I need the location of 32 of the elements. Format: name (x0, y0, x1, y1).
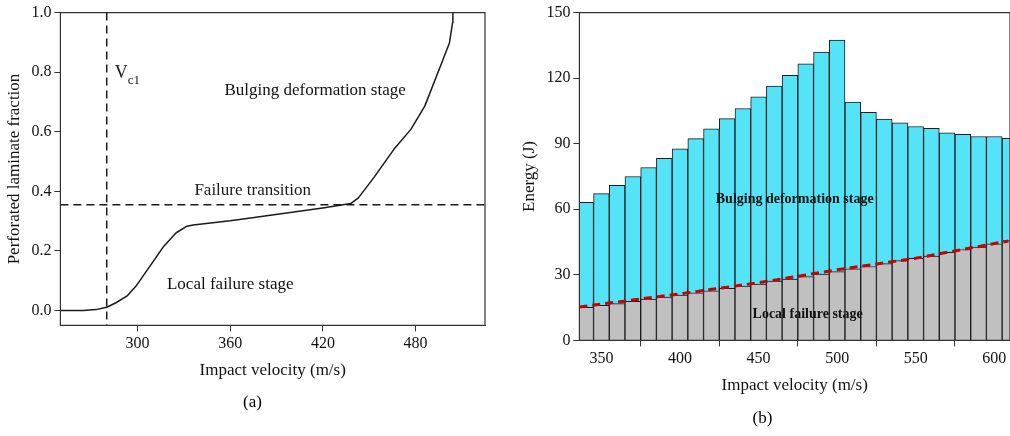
y-tick-label: 90 (554, 133, 571, 151)
x-tick-label: 550 (903, 349, 928, 367)
x-tick-label: 500 (825, 349, 850, 367)
x-tick-label: 600 (982, 349, 1007, 367)
x-axis-title: Impact velocity (m/s) (721, 375, 868, 395)
y-tick-label: 150 (546, 2, 571, 20)
x-tick-label: 300 (125, 334, 150, 352)
y-axis-title: Energy (J) (518, 141, 538, 212)
y-tick-label: 0 (562, 330, 571, 348)
x-tick-label: 350 (589, 349, 614, 367)
x-tick-label: 450 (746, 349, 771, 367)
line-series (579, 239, 1010, 309)
y-tick-label: 0.6 (31, 121, 52, 139)
y-tick-label: 120 (546, 68, 571, 86)
y-tick-label: 0.4 (31, 181, 52, 199)
y-axis-title: Perforated laminate fraction (3, 73, 23, 265)
y-tick-label: 0.2 (31, 241, 52, 259)
y-tick-label: 0.0 (31, 300, 52, 318)
annotation: Bulging deformation stage (224, 80, 406, 100)
x-tick-label: 360 (218, 334, 243, 352)
ref-line-label: Failure transition (194, 179, 312, 199)
x-tick-label: 420 (310, 334, 335, 352)
y-tick-label: 30 (554, 265, 571, 283)
text: (b) (751, 408, 774, 428)
x-tick-label: 400 (667, 349, 692, 367)
y-tick-label: 0.8 (31, 62, 52, 80)
text: (a) (242, 392, 263, 412)
x-tick-label: 480 (403, 334, 428, 352)
y-tick-label: 60 (554, 199, 571, 217)
annotation: Local failure stage (166, 274, 294, 294)
x-axis-title: Impact velocity (m/s) (199, 360, 346, 380)
y-tick-label: 1.0 (31, 2, 52, 20)
